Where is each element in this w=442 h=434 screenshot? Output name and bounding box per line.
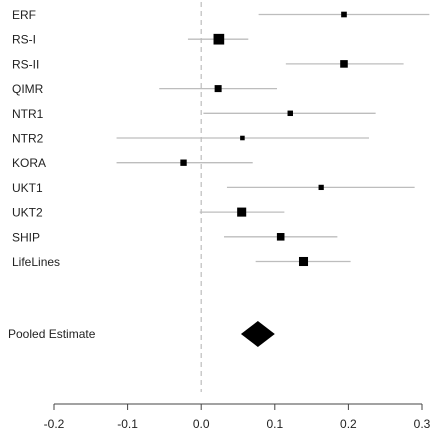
point-estimate-marker (240, 135, 245, 141)
pooled-row: Pooled Estimate (8, 321, 275, 347)
pooled-diamond (240, 321, 275, 347)
study-label: KORA (12, 156, 46, 170)
study-row: SHIP (12, 230, 338, 244)
study-label: LifeLines (12, 255, 60, 269)
point-estimate-marker (276, 233, 285, 241)
x-tick-label: 0.0 (193, 417, 210, 431)
x-tick-label: -0.1 (117, 417, 138, 431)
study-row: KORA (12, 156, 253, 170)
study-label: ERF (12, 8, 36, 22)
point-estimate-marker (341, 11, 347, 18)
point-estimate-marker (213, 33, 225, 45)
point-estimate-marker (180, 159, 187, 166)
pooled-label: Pooled Estimate (8, 327, 96, 341)
study-row: UKT1 (12, 181, 415, 195)
point-estimate-marker (318, 184, 324, 191)
x-tick-label: 0.1 (266, 417, 283, 431)
point-estimate-marker (237, 207, 247, 217)
study-row: NTR2 (12, 132, 370, 146)
study-row: RS-I (12, 33, 249, 47)
study-row: ERF (12, 8, 430, 22)
point-estimate-marker (298, 256, 309, 267)
study-label: NTR2 (12, 132, 44, 146)
study-row: UKT2 (12, 206, 285, 220)
study-label: UKT1 (12, 181, 43, 195)
x-tick-label: 0.2 (340, 417, 357, 431)
study-label: RS-I (12, 33, 36, 47)
study-label: QIMR (12, 82, 44, 96)
study-row: QIMR (12, 82, 278, 96)
study-label: NTR1 (12, 107, 44, 121)
point-estimate-marker (340, 60, 348, 68)
point-estimate-marker (287, 110, 293, 117)
study-rows: ERF RS-I RS-II QIMR NTR1 NTR2 KORA UKT1 UKT2 SHIP… (12, 8, 430, 269)
study-row: NTR1 (12, 107, 376, 121)
study-row: LifeLines (12, 255, 351, 269)
study-label: SHIP (12, 230, 40, 244)
x-axis: -0.2 -0.1 0.0 0.1 0.2 0.3 (44, 403, 431, 431)
point-estimate-marker (214, 85, 222, 93)
x-tick-label: -0.2 (44, 417, 65, 431)
x-tick-label: 0.3 (414, 417, 431, 431)
study-label: UKT2 (12, 206, 43, 220)
study-label: RS-II (12, 57, 39, 71)
study-row: RS-II (12, 57, 404, 71)
